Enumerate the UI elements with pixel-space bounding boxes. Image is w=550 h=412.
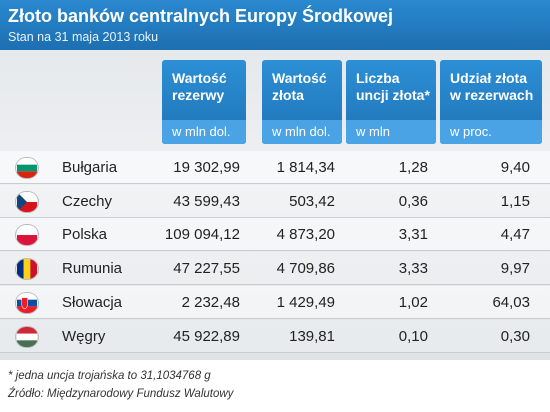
column-header-unit: w mln [346, 120, 436, 144]
table-cell: 1,02 [398, 293, 428, 311]
country-name: Rumunia [62, 260, 123, 278]
table-row: Polska 109 094,12 4 873,20 3,31 4,47 [0, 218, 550, 252]
table-cell: 45 922,89 [173, 327, 240, 345]
bulgaria-flag-icon [16, 158, 38, 178]
row-background [0, 285, 550, 319]
column-header-gold-share: Udział złota w rezerwach w proc. [440, 60, 542, 144]
table-cell: 0,30 [500, 327, 530, 345]
chart-title: Złoto banków centralnych Europy Środkowe… [8, 6, 394, 26]
column-header-label: Wartość rezerwy [172, 70, 227, 103]
table-cell: 19 302,99 [173, 159, 240, 176]
table-row: Węgry 45 922,89 139,81 0,10 0,30 [0, 319, 550, 353]
poland-flag-icon [16, 225, 38, 246]
column-header-label: Wartość złota [272, 70, 327, 103]
country-name: Słowacja [62, 293, 123, 311]
table-row: Bułgaria 19 302,99 1 814,34 1,28 9,40 [0, 151, 550, 184]
row-background [0, 252, 550, 286]
column-header-gold-value: Wartość złota w mln dol. [262, 60, 342, 144]
chart-subtitle: Stan na 31 maja 2013 roku [8, 30, 159, 44]
source-note: Źródło: Międzynarodowy Fundusz Walutowy [8, 388, 234, 400]
row-background [0, 184, 550, 218]
table-cell: 503,42 [289, 192, 335, 210]
table-cell: 3,33 [398, 260, 428, 278]
column-header-unit: w mln dol. [262, 120, 342, 144]
column-header-label: Liczba uncji złota* [356, 70, 430, 103]
country-name: Czechy [62, 192, 113, 210]
table-row: Czechy 43 599,43 503,42 0,36 1,15 [0, 184, 550, 218]
footnote: * jedna uncja trojańska to 31,1034768 g [8, 370, 211, 382]
table-cell: 109 094,12 [164, 226, 240, 244]
column-header-unit: w proc. [440, 120, 542, 144]
table-cell: 64,03 [492, 293, 530, 311]
row-divider [0, 216, 550, 218]
table-cell: 1,15 [500, 192, 530, 210]
row-divider [0, 284, 550, 286]
table-row: Rumunia 47 227,55 4 709,86 3,33 9,97 [0, 252, 550, 286]
table-cell: 1 814,34 [276, 159, 335, 176]
table-cell: 43 599,43 [173, 192, 240, 210]
table-cell: 2 232,48 [181, 293, 240, 311]
table-cell: 1 429,49 [276, 293, 335, 311]
table-cell: 0,36 [398, 192, 428, 210]
column-header-gold-ounces: Liczba uncji złota* w mln [346, 60, 436, 144]
row-background [0, 218, 550, 252]
hungary-flag-icon [16, 326, 38, 347]
table-cell: 9,97 [500, 260, 530, 278]
row-background [0, 151, 550, 184]
czech-flag-icon [16, 191, 38, 212]
table-cell: 139,81 [289, 327, 335, 345]
column-header-label: Udział złota w rezerwach [450, 70, 534, 103]
slovakia-flag-icon [16, 292, 38, 313]
row-background [0, 319, 550, 353]
table-cell: 47 227,55 [173, 260, 240, 278]
table-row: Słowacja 2 232,48 1 429,49 1,02 64,03 [0, 285, 550, 319]
table-cell: 4 709,86 [276, 260, 335, 278]
romania-flag-icon [16, 259, 38, 280]
table-cell: 1,28 [398, 159, 428, 176]
table-cell: 4,47 [500, 226, 530, 244]
column-header-unit: w mln dol. [162, 120, 246, 144]
row-divider [0, 351, 550, 353]
column-header-reserve-value: Wartość rezerwy w mln dol. [162, 60, 246, 144]
country-name: Bułgaria [62, 159, 118, 176]
country-name: Polska [62, 226, 108, 244]
table-cell: 9,40 [500, 159, 530, 176]
table-cell: 0,10 [398, 327, 428, 345]
country-name: Węgry [62, 327, 106, 345]
row-divider [0, 317, 550, 319]
header-bar: Złoto banków centralnych Europy Środkowe… [0, 0, 550, 50]
row-divider [0, 183, 550, 184]
row-divider [0, 250, 550, 252]
table-cell: 3,31 [398, 226, 428, 244]
table-cell: 4 873,20 [276, 226, 335, 244]
